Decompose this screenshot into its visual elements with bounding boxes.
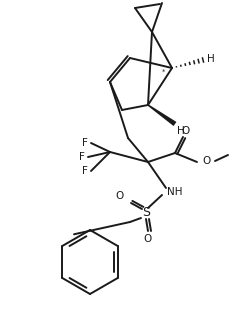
Text: O: O [181,126,189,136]
Text: F: F [82,166,87,176]
Text: NH: NH [166,187,182,197]
Text: F: F [82,138,87,148]
Text: *: * [162,69,165,75]
Text: O: O [202,156,210,166]
Text: O: O [116,191,124,201]
Text: O: O [143,234,152,244]
Text: H: H [176,126,184,136]
Text: S: S [142,206,150,219]
Polygon shape [147,104,176,126]
Text: F: F [79,152,84,162]
Text: H: H [206,54,214,64]
